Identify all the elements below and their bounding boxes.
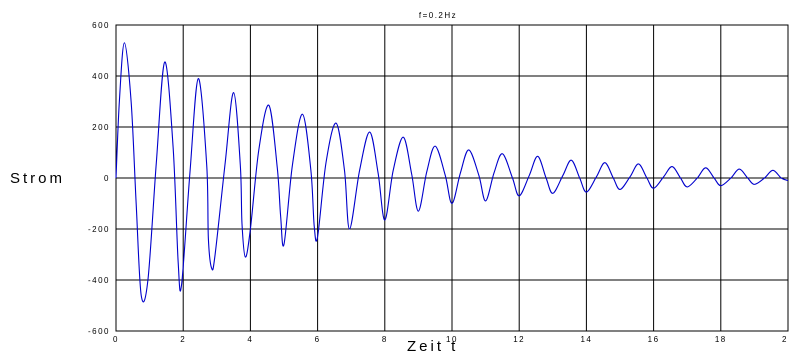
x-tick-label: 6 xyxy=(315,335,321,344)
x-tick-label: 12 xyxy=(513,335,525,344)
chart-title: f=0.2Hz xyxy=(419,11,457,20)
y-tick-label: 600 xyxy=(92,21,110,30)
x-tick-label: 2 xyxy=(180,335,186,344)
y-tick-label: -600 xyxy=(88,327,110,336)
x-tick-label: 10 xyxy=(446,335,458,344)
x-tick-label: 18 xyxy=(715,335,727,344)
x-tick-label: 8 xyxy=(382,335,388,344)
y-axis-label: Strom xyxy=(10,170,65,187)
x-tick-label: 4 xyxy=(247,335,253,344)
x-tick-label: 16 xyxy=(648,335,660,344)
y-tick-label: 200 xyxy=(92,123,110,132)
y-tick-label: -400 xyxy=(88,276,110,285)
x-tick-label: 0 xyxy=(113,335,119,344)
x-tick-label: 14 xyxy=(580,335,592,344)
x-axis-label: Zeit t xyxy=(407,338,458,354)
y-tick-label: 400 xyxy=(92,72,110,81)
grid xyxy=(116,25,788,331)
y-tick-label: -200 xyxy=(88,225,110,234)
series-line xyxy=(115,42,789,303)
y-tick-label: 0 xyxy=(104,174,110,183)
series-lines xyxy=(115,42,789,303)
x-tick-label: 2 xyxy=(782,335,788,344)
